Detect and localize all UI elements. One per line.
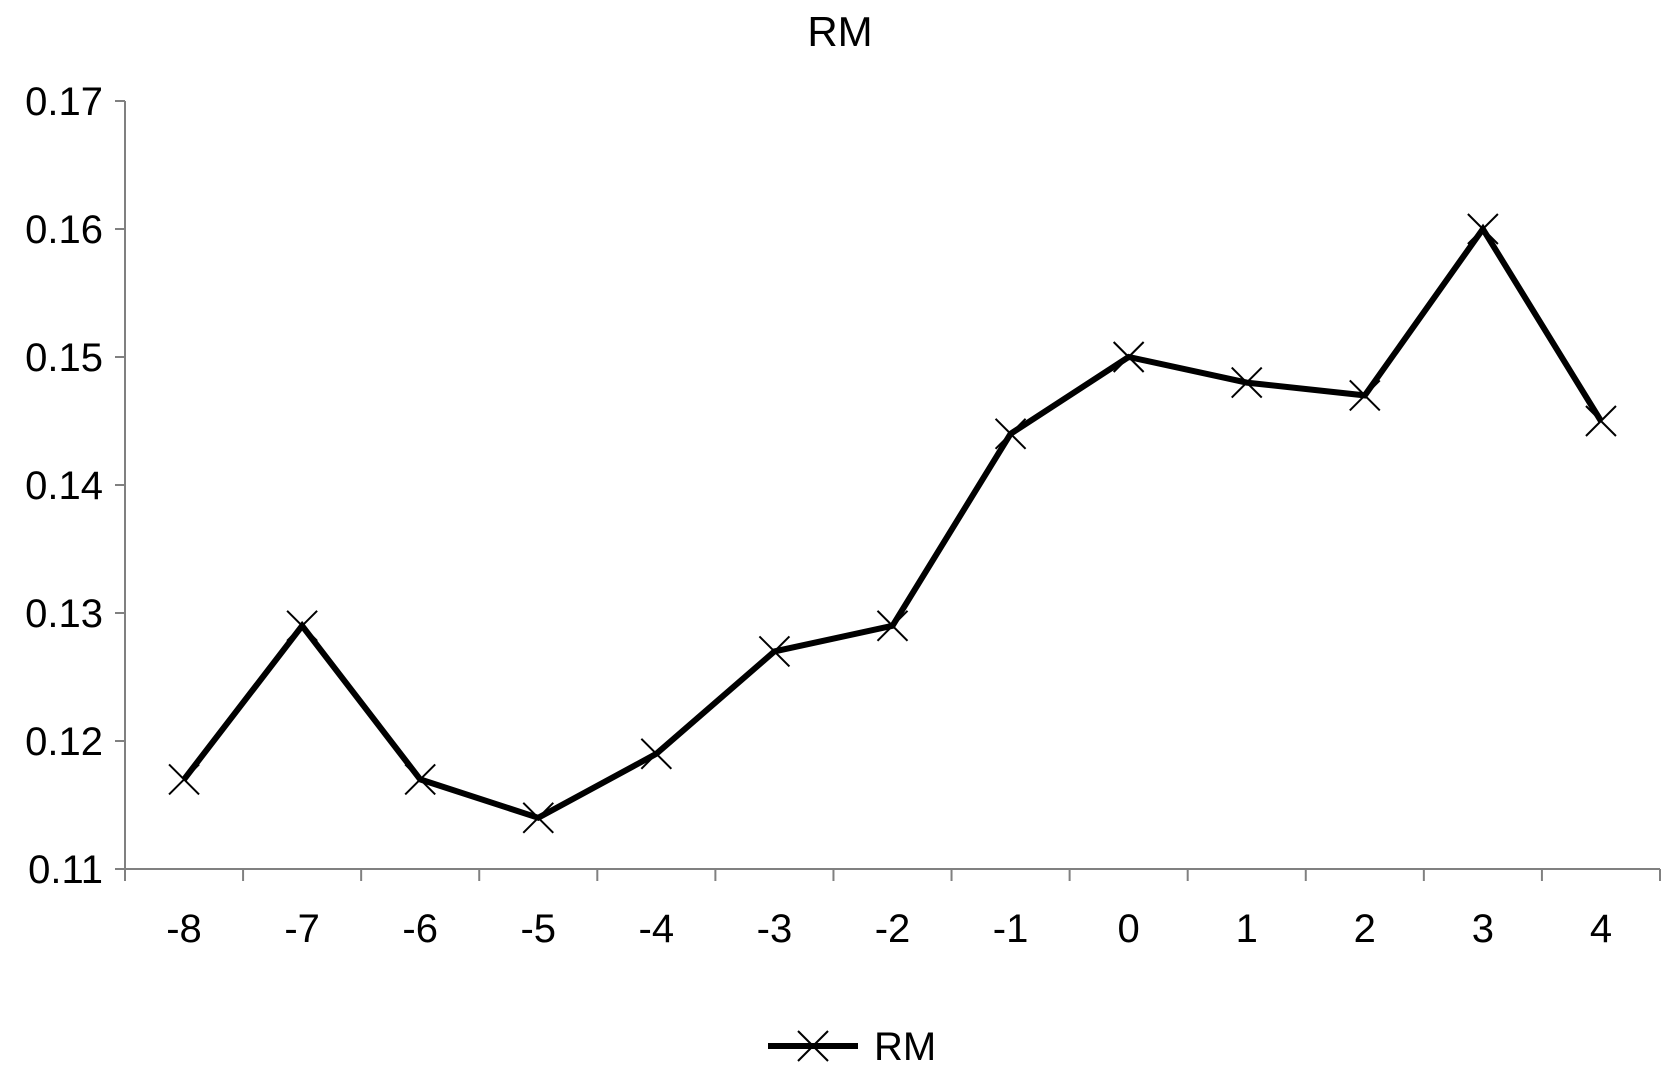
marker-stroke [1585, 405, 1617, 437]
data-point-marker [640, 738, 673, 770]
x-tick-label: 4 [1590, 907, 1612, 951]
y-tick-label: 0.14 [25, 464, 103, 508]
data-point-marker [1231, 366, 1263, 399]
data-point-marker [994, 418, 1027, 450]
x-tick-label: 0 [1118, 907, 1140, 951]
data-point-marker [758, 635, 791, 668]
series-line [181, 223, 1604, 822]
data-point-marker [1112, 341, 1145, 373]
y-tick-label: 0.11 [28, 848, 103, 892]
y-axis: 0.11 0.12 0.13 0.14 0.15 0.16 0.17 [25, 80, 126, 892]
marker-stroke [1349, 379, 1381, 412]
chart-title: RM [807, 8, 872, 55]
marker-stroke [286, 610, 318, 642]
marker-stroke [404, 763, 436, 796]
marker-stroke [758, 635, 791, 668]
data-point-marker [1349, 379, 1381, 412]
data-point-marker [1585, 405, 1617, 437]
x-tick-label: -8 [166, 907, 202, 951]
legend-x-marker [797, 1030, 829, 1062]
marker-stroke [168, 763, 200, 796]
x-tick-label: -1 [993, 907, 1029, 951]
legend-label-rm: RM [874, 1025, 936, 1069]
marker-stroke [522, 802, 554, 834]
y-tick-label: 0.12 [25, 720, 103, 764]
data-point-marker [286, 610, 318, 642]
data-point-marker [522, 802, 554, 834]
x-axis: -8 -7 -6 -5 -4 -3 -2 -1 0 1 2 3 4 [124, 868, 1661, 951]
x-tick-label: -6 [402, 907, 438, 951]
marker-stroke [876, 610, 909, 642]
data-point-marker [404, 763, 436, 796]
y-tick-label: 0.17 [25, 80, 103, 124]
x-tick-label: -3 [757, 907, 793, 951]
y-tick-label: 0.16 [25, 208, 103, 252]
data-point-marker [876, 610, 909, 642]
x-tick-label: 1 [1236, 907, 1258, 951]
x-tick-label: -5 [520, 907, 556, 951]
x-tick-label: -4 [639, 907, 675, 951]
marker-stroke [797, 1030, 829, 1062]
series-rm [168, 213, 1617, 834]
x-tick-label: 3 [1472, 907, 1494, 951]
marker-stroke [1231, 366, 1263, 399]
marker-stroke [1112, 341, 1145, 373]
x-tick-label: 2 [1354, 907, 1376, 951]
y-tick-label: 0.13 [25, 592, 103, 636]
y-tick-label: 0.15 [25, 336, 103, 380]
marker-stroke [640, 738, 673, 770]
x-tick-label: -7 [284, 907, 320, 951]
marker-stroke [994, 418, 1027, 450]
marker-stroke [1467, 213, 1499, 245]
x-tick-label: -2 [875, 907, 911, 951]
data-point-marker [168, 763, 200, 796]
legend: RM [768, 1025, 936, 1069]
data-point-marker [1467, 213, 1499, 245]
